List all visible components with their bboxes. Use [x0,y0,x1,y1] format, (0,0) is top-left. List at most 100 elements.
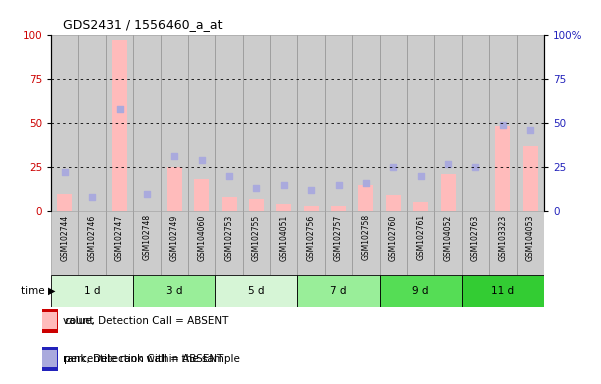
Text: GSM102748: GSM102748 [142,214,151,260]
Text: 5 d: 5 d [248,286,264,296]
Point [416,173,426,179]
Text: GSM102761: GSM102761 [416,214,425,260]
Bar [133,211,160,275]
Bar [325,211,352,275]
Bar [51,275,133,307]
Bar [42,350,57,367]
Bar [380,35,407,211]
Bar [188,35,215,211]
Bar [51,35,79,211]
Text: GSM104052: GSM104052 [444,214,453,261]
Bar [516,35,544,211]
Bar [270,211,297,275]
Bar [133,35,160,211]
Point [87,194,97,200]
Bar [441,174,456,211]
Text: 9 d: 9 d [412,286,429,296]
Bar [194,179,209,211]
Bar [462,211,489,275]
Bar [380,211,407,275]
Bar [215,35,243,211]
Text: 7 d: 7 d [331,286,347,296]
Point [334,182,343,188]
Point [115,106,124,112]
Bar [243,211,270,275]
Text: GSM102749: GSM102749 [170,214,178,261]
Text: GSM102756: GSM102756 [307,214,316,261]
Bar [166,167,182,211]
Point [224,173,234,179]
Point [60,169,70,175]
Bar [297,211,325,275]
Bar [352,35,380,211]
Bar [358,185,373,211]
Text: GSM104051: GSM104051 [279,214,288,261]
Bar [495,126,510,211]
Bar [112,40,127,211]
Text: GSM102753: GSM102753 [225,214,234,261]
Text: 3 d: 3 d [166,286,183,296]
Text: GSM102758: GSM102758 [361,214,370,260]
Bar [435,211,462,275]
Bar [243,35,270,211]
Point [279,182,288,188]
Text: GSM102746: GSM102746 [88,214,97,261]
Text: 1 d: 1 d [84,286,100,296]
Bar [297,35,325,211]
Bar [270,35,297,211]
Text: time: time [21,286,48,296]
Bar [222,197,237,211]
Bar [106,35,133,211]
Text: ▶: ▶ [48,286,55,296]
Bar [215,275,297,307]
Bar [462,35,489,211]
Text: GSM104053: GSM104053 [526,214,535,261]
Text: GSM104060: GSM104060 [197,214,206,261]
Bar [304,206,319,211]
Text: GSM102744: GSM102744 [60,214,69,261]
Text: 11 d: 11 d [491,286,514,296]
Point [525,127,535,133]
Point [169,153,179,159]
Bar [489,211,516,275]
Bar [325,35,352,211]
Bar [407,35,435,211]
Point [471,164,480,170]
Bar [133,275,215,307]
Point [252,185,261,191]
Bar [516,211,544,275]
Bar [42,309,58,333]
Text: rank, Detection Call = ABSENT: rank, Detection Call = ABSENT [63,354,224,364]
Text: GSM103323: GSM103323 [498,214,507,261]
Bar [57,194,72,211]
Point [388,164,398,170]
Point [197,157,207,163]
Point [307,187,316,193]
Bar [462,275,544,307]
Text: GSM102760: GSM102760 [389,214,398,261]
Bar [413,202,429,211]
Text: GDS2431 / 1556460_a_at: GDS2431 / 1556460_a_at [63,18,222,31]
Bar [297,275,380,307]
Bar [42,312,57,329]
Bar [407,211,435,275]
Bar [276,204,291,211]
Bar [160,35,188,211]
Text: count: count [64,316,94,326]
Bar [352,211,380,275]
Text: GSM102757: GSM102757 [334,214,343,261]
Text: GSM102747: GSM102747 [115,214,124,261]
Text: percentile rank within the sample: percentile rank within the sample [64,354,240,364]
Bar [249,199,264,211]
Bar [435,35,462,211]
Bar [79,211,106,275]
Bar [331,206,346,211]
Point [361,180,371,186]
Bar [380,275,462,307]
Bar [188,211,215,275]
Point [142,190,151,197]
Bar [106,211,133,275]
Bar [79,35,106,211]
Bar [215,211,243,275]
Text: GSM102755: GSM102755 [252,214,261,261]
